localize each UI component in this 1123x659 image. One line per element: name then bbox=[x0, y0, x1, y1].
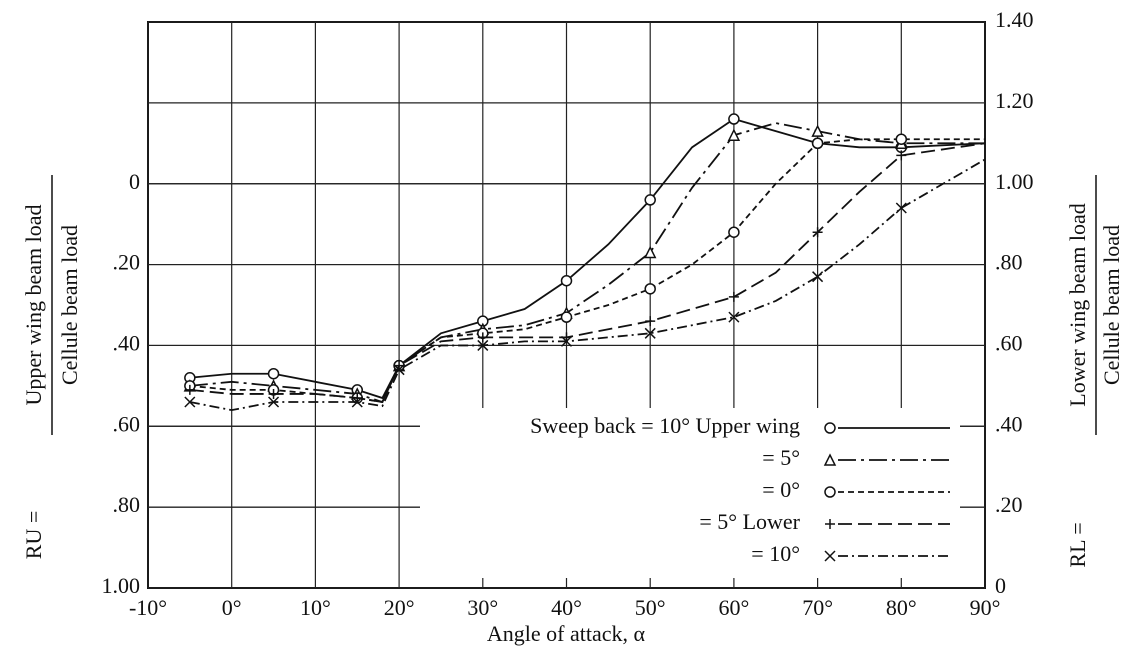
y-tick-label: .60 bbox=[113, 411, 141, 436]
legend-label: Sweep back = 10° Upper wing bbox=[530, 413, 800, 438]
x-tick-label: 80° bbox=[886, 595, 917, 620]
legend-label: = 5° bbox=[762, 445, 800, 470]
marker bbox=[896, 150, 907, 161]
marker bbox=[351, 396, 363, 408]
marker bbox=[268, 396, 280, 408]
legend-label: = 5° Lower bbox=[699, 509, 800, 534]
marker bbox=[560, 274, 573, 287]
marker bbox=[184, 384, 195, 395]
y-label-denominator: Cellule beam load bbox=[57, 225, 82, 385]
marker bbox=[728, 113, 740, 125]
marker bbox=[825, 519, 835, 529]
y-tick-label: .20 bbox=[113, 250, 141, 275]
marker bbox=[643, 245, 657, 259]
series-line bbox=[189, 142, 986, 404]
x-tick-label: 10° bbox=[300, 595, 331, 620]
legend-label: = 10° bbox=[751, 541, 800, 566]
legend-box bbox=[420, 408, 960, 578]
marker bbox=[267, 367, 280, 380]
marker bbox=[644, 327, 656, 339]
y-tick-label: .40 bbox=[113, 330, 141, 355]
series-line bbox=[189, 122, 985, 404]
legend: Sweep back = 10° Upper wing = 5° = 0° = 5° … bbox=[420, 408, 960, 578]
x-tick-label: 50° bbox=[635, 595, 666, 620]
y-tick-label: .80 bbox=[113, 492, 141, 517]
series-line bbox=[189, 158, 986, 412]
series-line bbox=[189, 118, 986, 400]
marker bbox=[644, 283, 656, 295]
marker bbox=[811, 137, 824, 150]
x-tick-label: 40° bbox=[551, 595, 582, 620]
marker bbox=[184, 396, 196, 408]
marker bbox=[393, 364, 405, 376]
y2-label-prefix: RL = bbox=[1065, 522, 1090, 567]
marker bbox=[824, 550, 836, 562]
marker bbox=[812, 227, 823, 238]
y-axis-label: RU = Upper wing beam load Cellule beam l… bbox=[21, 175, 82, 559]
marker bbox=[644, 194, 656, 206]
marker bbox=[728, 311, 740, 323]
marker bbox=[477, 339, 489, 351]
marker bbox=[823, 453, 837, 466]
y-label-prefix: RU = bbox=[21, 511, 46, 559]
y2-axis-label: RL = Lower wing beam load Cellule beam l… bbox=[1065, 175, 1123, 568]
marker bbox=[728, 226, 740, 238]
marker bbox=[645, 316, 656, 327]
y2-tick-label: 1.20 bbox=[995, 88, 1034, 113]
legend-label: = 0° bbox=[762, 477, 800, 502]
x-axis-label: Angle of attack, α bbox=[487, 621, 646, 646]
x-tick-label: 90° bbox=[970, 595, 1001, 620]
y2-tick-label: .60 bbox=[995, 330, 1023, 355]
x-tick-label: 30° bbox=[467, 595, 498, 620]
y2-tick-label: 0 bbox=[995, 573, 1006, 598]
marker bbox=[268, 388, 279, 399]
marker bbox=[727, 128, 741, 141]
marker bbox=[560, 335, 573, 347]
y-tick-label: 0 bbox=[129, 169, 140, 194]
marker bbox=[812, 271, 824, 283]
marker bbox=[560, 311, 573, 323]
y-tick-label: 1.00 bbox=[102, 573, 141, 598]
y2-tick-label: 1.40 bbox=[995, 7, 1034, 32]
x-tick-label: -10° bbox=[129, 595, 167, 620]
y2-label-numerator: Lower wing beam load bbox=[1065, 203, 1090, 406]
marker bbox=[728, 291, 739, 302]
y2-tick-label: .40 bbox=[995, 411, 1023, 436]
x-tick-label: 0° bbox=[222, 595, 242, 620]
marker bbox=[895, 133, 908, 145]
marker bbox=[824, 486, 836, 498]
marker bbox=[477, 332, 488, 343]
y2-label-denominator: Cellule beam load bbox=[1099, 225, 1123, 385]
y2-tick-label: 1.00 bbox=[995, 169, 1034, 194]
x-tick-label: 70° bbox=[802, 595, 833, 620]
x-tick-label: 60° bbox=[718, 595, 749, 620]
marker bbox=[811, 124, 824, 137]
marker bbox=[895, 202, 907, 214]
marker bbox=[824, 422, 836, 434]
y2-tick-label: .20 bbox=[995, 492, 1023, 517]
x-tick-label: 20° bbox=[384, 595, 415, 620]
y-label-numerator: Upper wing beam load bbox=[21, 205, 46, 406]
y2-tick-label: .80 bbox=[995, 250, 1023, 275]
